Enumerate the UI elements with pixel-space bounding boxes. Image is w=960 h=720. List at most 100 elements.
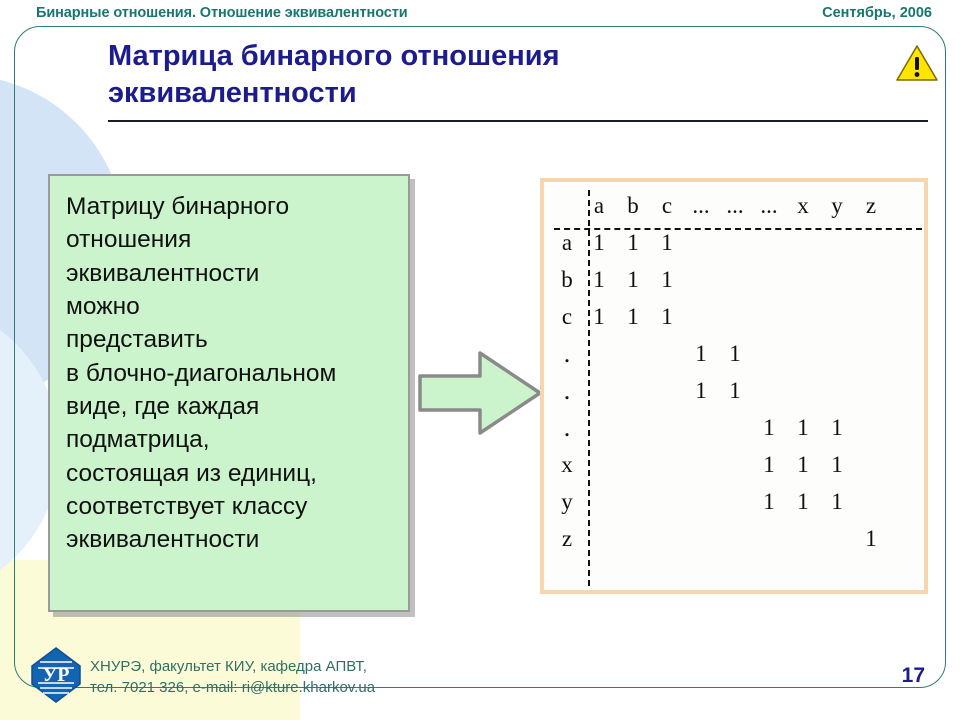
matrix-cell — [650, 446, 684, 483]
matrix-row: y 1 1 1 — [552, 483, 888, 520]
matrix-cell — [786, 261, 820, 298]
matrix-cell: 1 — [797, 451, 809, 477]
matrix-cell — [854, 372, 888, 409]
matrix-cell: 1 — [627, 229, 639, 255]
footer-line-2: тел. 7021 326, e-mail: ri@kture.kharkov.… — [90, 679, 376, 697]
matrix-cell — [684, 446, 718, 483]
matrix-cell: 1 — [627, 266, 639, 292]
matrix-row-label: . — [563, 413, 571, 442]
explanation-line: Матрицу бинарного — [66, 193, 290, 220]
matrix-cell — [718, 261, 752, 298]
matrix-cell — [854, 261, 888, 298]
matrix-row: . 1 1 — [552, 372, 888, 409]
matrix-panel: a b c ... ... ... x y z a 1 1 1 — [540, 178, 928, 594]
matrix-cell — [752, 520, 786, 557]
matrix-row: z 1 — [552, 520, 888, 557]
matrix-cell — [684, 409, 718, 446]
matrix-col-header: y — [831, 193, 843, 218]
matrix-cell — [582, 372, 616, 409]
matrix-row: b 1 1 1 — [552, 261, 888, 298]
matrix-cell — [752, 372, 786, 409]
matrix-row-label: y — [561, 488, 573, 514]
matrix-row-label: . — [563, 339, 571, 368]
matrix-col-header: ... — [726, 193, 744, 218]
matrix-cell — [684, 483, 718, 520]
right-arrow-icon — [418, 345, 543, 441]
matrix-cell — [718, 520, 752, 557]
explanation-line: в блочно-диагональном — [66, 359, 337, 387]
warning-triangle-icon — [895, 42, 939, 84]
matrix-cell — [582, 409, 616, 446]
matrix-cell: 1 — [593, 266, 605, 292]
matrix-cell — [650, 520, 684, 557]
matrix-row-label: c — [561, 303, 573, 329]
matrix-cell — [582, 483, 616, 520]
matrix-cell: 1 — [831, 488, 843, 514]
matrix-cell — [820, 335, 854, 372]
matrix-cell — [718, 446, 752, 483]
matrix-inner: a b c ... ... ... x y z a 1 1 1 — [544, 182, 924, 590]
matrix-cell: 1 — [763, 414, 775, 440]
explanation-line: виде, где каждая — [66, 392, 260, 420]
matrix-cell: 1 — [797, 414, 809, 440]
matrix-cell — [786, 372, 820, 409]
matrix-horizontal-divider — [554, 228, 922, 230]
matrix-cell — [786, 298, 820, 335]
matrix-cell — [854, 224, 888, 261]
matrix-row: . 1 1 — [552, 335, 888, 372]
matrix-cell — [684, 261, 718, 298]
matrix-cell — [718, 409, 752, 446]
matrix-cell: 1 — [763, 451, 775, 477]
matrix-cell: 1 — [695, 377, 707, 403]
matrix-cell: 1 — [831, 451, 843, 477]
matrix-cell — [684, 298, 718, 335]
matrix-cell — [820, 372, 854, 409]
matrix-cell — [786, 224, 820, 261]
matrix-cell — [718, 483, 752, 520]
header-title: Бинарные отношения. Отношение эквивалент… — [36, 5, 408, 21]
matrix-cell — [752, 261, 786, 298]
matrix-vertical-divider — [588, 190, 590, 586]
matrix-row-label: a — [561, 229, 573, 255]
matrix-cell — [616, 372, 650, 409]
matrix-cell — [854, 409, 888, 446]
matrix-row-label: b — [561, 266, 573, 292]
page-title: Матрица бинарного отношения эквивалентно… — [108, 38, 748, 112]
matrix-cell — [820, 224, 854, 261]
matrix-cell — [786, 520, 820, 557]
matrix-cell — [820, 520, 854, 557]
matrix-cell — [582, 520, 616, 557]
page-title-line-2: эквивалентности — [108, 77, 357, 110]
matrix-cell — [650, 335, 684, 372]
explanation-line: состоящая из единиц, — [66, 459, 317, 487]
matrix-row-label: . — [563, 376, 571, 405]
matrix-cell: 1 — [729, 377, 741, 403]
matrix-cell — [616, 409, 650, 446]
matrix-cell — [786, 335, 820, 372]
matrix-cell — [854, 483, 888, 520]
matrix-cell: 1 — [763, 488, 775, 514]
explanation-line: эквивалентности — [66, 259, 260, 287]
explanation-box: Матрицу бинарного отношения эквивалентно… — [48, 174, 410, 612]
matrix-cell — [718, 224, 752, 261]
matrix-cell — [820, 261, 854, 298]
page-number: 17 — [901, 664, 925, 687]
matrix-cell: 1 — [593, 229, 605, 255]
footer-line-1: ХНУРЭ, факультет КИУ, кафедра АПВТ, — [90, 658, 367, 675]
matrix-cell — [650, 483, 684, 520]
matrix-cell — [650, 409, 684, 446]
explanation-line: соответствует классу — [66, 492, 308, 520]
matrix-cell — [854, 298, 888, 335]
matrix-cell — [684, 224, 718, 261]
matrix-cell — [854, 446, 888, 483]
matrix-cell — [582, 335, 616, 372]
svg-text:УР: УР — [43, 664, 70, 686]
matrix-cell — [684, 520, 718, 557]
relation-matrix-table: a b c ... ... ... x y z a 1 1 1 — [552, 188, 888, 557]
matrix-col-header: z — [865, 193, 877, 218]
matrix-col-header: a — [593, 193, 605, 218]
explanation-line: можно — [66, 292, 140, 320]
matrix-cell — [752, 224, 786, 261]
matrix-cell — [616, 483, 650, 520]
matrix-cell: 1 — [593, 303, 605, 329]
